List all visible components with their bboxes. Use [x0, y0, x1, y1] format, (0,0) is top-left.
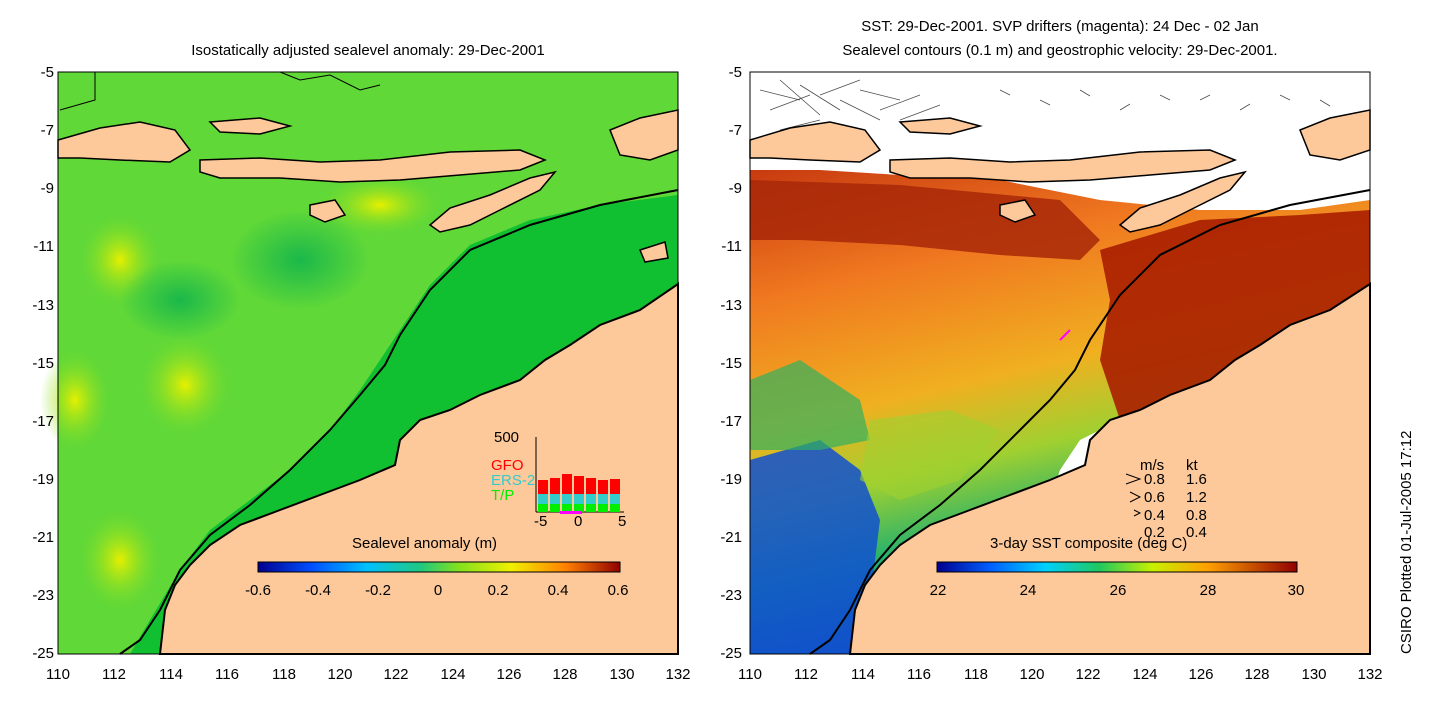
histogram-legend-gfo: GFO [491, 457, 524, 474]
left-y-tick: -23 [32, 587, 54, 604]
velocity-legend-ms: 0.4 [1144, 507, 1165, 524]
sst-colorbar [936, 561, 1298, 573]
velocity-legend-arrows [1125, 473, 1142, 517]
right-x-tick: 118 [964, 666, 988, 683]
histogram-xtick: 0 [574, 513, 583, 530]
right-map-title-line2: Sealevel contours (0.1 m) and geostrophi… [842, 42, 1278, 59]
sst-colorbar-tick: 26 [1109, 582, 1127, 599]
histogram-inset [535, 437, 624, 514]
velocity-legend-ms: 0.6 [1144, 489, 1165, 506]
right-y-tick: -23 [720, 587, 742, 604]
left-map [40, 71, 679, 655]
right-x-tick: 116 [907, 666, 931, 683]
left-x-tick: 124 [440, 666, 466, 683]
plotted-credit: CSIRO Plotted 01-Jul-2005 17:12 [1398, 430, 1415, 654]
velocity-legend-kt: 0.4 [1186, 524, 1207, 541]
right-y-tick: -5 [728, 64, 742, 81]
velocity-legend-kt: 1.2 [1186, 489, 1207, 506]
sla-colorbar-tick: 0.2 [487, 582, 509, 599]
right-x-tick: 124 [1132, 666, 1158, 683]
left-x-tick: 112 [102, 666, 126, 683]
left-y-tick: -19 [32, 471, 54, 488]
left-y-tick: -7 [40, 122, 54, 139]
right-y-tick: -7 [728, 122, 742, 139]
left-map-title: Isostatically adjusted sealevel anomaly:… [191, 42, 545, 59]
sla-colorbar-tick: 0.6 [607, 582, 629, 599]
left-y-tick: -21 [32, 529, 54, 546]
velocity-legend-ms: 0.2 [1144, 524, 1165, 541]
sla-colorbar-tick: 0 [433, 582, 443, 599]
sst-colorbar-tick: 30 [1287, 582, 1305, 599]
sst-colorbar-tick: 28 [1199, 582, 1217, 599]
sst-colorbar-label: 3-day SST composite (deg C) [990, 535, 1188, 552]
right-map [749, 71, 1371, 655]
left-y-tick: -17 [32, 413, 54, 430]
right-x-tick: 112 [794, 666, 818, 683]
right-x-tick: 122 [1075, 666, 1101, 683]
left-y-tick: -25 [32, 645, 54, 662]
left-x-tick: 126 [496, 666, 522, 683]
right-x-tick: 130 [1301, 666, 1327, 683]
right-y-tick: -21 [720, 529, 742, 546]
left-x-tick: 116 [215, 666, 239, 683]
left-x-tick: 132 [665, 666, 691, 683]
histogram-xtick: -5 [534, 513, 548, 530]
sla-colorbar [257, 561, 621, 573]
left-y-tick: -11 [33, 238, 54, 255]
left-x-tick: 110 [46, 666, 70, 683]
sst-colorbar-tick: 24 [1019, 582, 1037, 599]
left-x-tick: 118 [272, 666, 296, 683]
right-x-tick: 120 [1019, 666, 1045, 683]
left-y-tick: -13 [32, 297, 54, 314]
left-x-tick: 120 [327, 666, 353, 683]
left-x-tick: 128 [552, 666, 578, 683]
sla-colorbar-label: Sealevel anomaly (m) [352, 535, 498, 552]
left-y-tick: -9 [40, 180, 54, 197]
histogram-xtick: 5 [618, 513, 627, 530]
velocity-legend-kt: 1.6 [1186, 471, 1207, 488]
right-y-tick: -13 [720, 297, 742, 314]
sla-colorbar-tick: -0.4 [305, 582, 331, 599]
right-x-tick: 128 [1244, 666, 1270, 683]
velocity-legend-header-kt: kt [1186, 457, 1198, 474]
velocity-legend-kt: 0.8 [1186, 507, 1207, 524]
right-y-tick: -25 [720, 645, 742, 662]
right-y-tick: -9 [728, 180, 742, 197]
sla-colorbar-tick: 0.4 [547, 582, 569, 599]
histogram-max-label: 500 [494, 429, 520, 446]
right-x-tick: 110 [738, 666, 762, 683]
right-map-title-line1: SST: 29-Dec-2001. SVP drifters (magenta)… [861, 18, 1259, 35]
right-y-tick: -19 [720, 471, 742, 488]
right-y-tick: -15 [720, 355, 742, 372]
left-x-tick: 122 [383, 666, 409, 683]
velocity-legend-ms: 0.8 [1144, 471, 1165, 488]
histogram-legend-tp: T/P [491, 487, 515, 504]
left-x-tick: 130 [609, 666, 635, 683]
sla-colorbar-tick: -0.2 [365, 582, 391, 599]
right-y-tick: -11 [721, 238, 742, 255]
sst-colorbar-tick: 22 [929, 582, 947, 599]
velocity-legend-header-ms: m/s [1140, 457, 1165, 474]
sla-colorbar-tick: -0.6 [245, 582, 271, 599]
histogram-legend-ers2: ERS-2 [491, 472, 536, 489]
right-x-tick: 114 [851, 666, 875, 683]
left-y-tick: -5 [40, 64, 54, 81]
left-x-tick: 114 [159, 666, 183, 683]
left-y-tick: -15 [32, 355, 54, 372]
right-x-tick: 126 [1188, 666, 1214, 683]
right-x-tick: 132 [1357, 666, 1383, 683]
right-y-tick: -17 [720, 413, 742, 430]
